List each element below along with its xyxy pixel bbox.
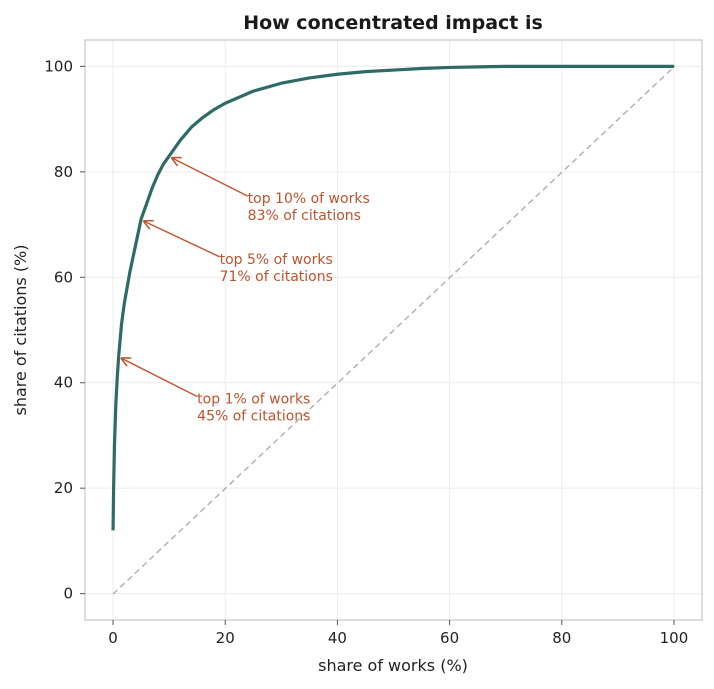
x-tick-label: 100 [660,629,689,647]
x-axis-title: share of works (%) [318,656,468,675]
concentration-curve [111,64,674,531]
diagonal-reference-line [112,65,676,595]
annotation-arrow [144,221,220,258]
annotation-label: top 1% of works [197,392,310,408]
y-tick-label: 20 [54,479,73,497]
y-tick-label: 40 [54,374,73,392]
annotation-label: top 10% of works [248,191,370,207]
annotation-label: top 5% of works [220,252,333,268]
y-tick-label: 100 [44,57,73,75]
annotation-label: 45% of citations [197,409,310,425]
annotation-label: 71% of citations [220,269,333,285]
chart-title: How concentrated impact is [243,12,543,34]
x-tick-label: 60 [440,629,459,647]
y-tick-label: 60 [54,268,73,286]
y-axis-title: share of citations (%) [11,244,30,415]
x-tick-label: 20 [216,629,235,647]
plot-frame [84,39,703,621]
x-tick-label: 0 [108,629,118,647]
annotation-arrow [172,158,248,197]
y-tick-label: 0 [63,585,73,603]
annotation-arrow [122,358,198,398]
annotation-label: 83% of citations [248,208,361,224]
axis-ticks: 0 20 40 60 80 100 0 20 40 60 80 100 [44,57,688,647]
x-tick-label: 40 [328,629,347,647]
grid [85,40,702,620]
x-tick-label: 80 [552,629,571,647]
y-tick-label: 80 [54,163,73,181]
